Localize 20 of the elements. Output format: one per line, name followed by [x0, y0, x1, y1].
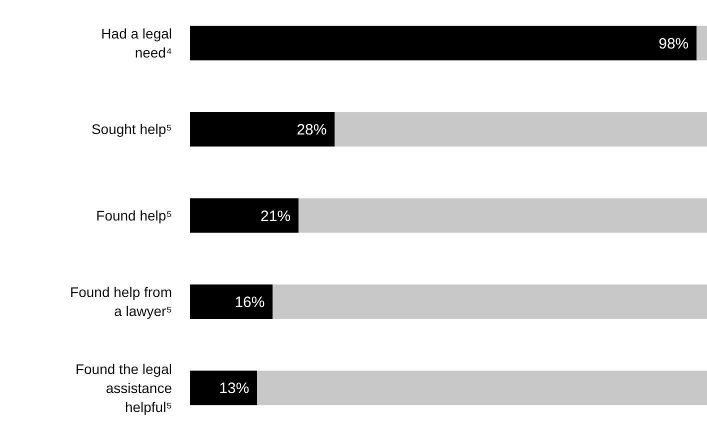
y-tick-label: Found help⁵ [96, 207, 172, 224]
bar [334, 112, 707, 147]
bar [298, 198, 707, 233]
data-label: 16% [234, 294, 265, 311]
y-tick-label: Had a legal need⁴ [101, 26, 172, 60]
bar [190, 370, 258, 406]
bar [190, 284, 273, 319]
bar [696, 26, 707, 60]
data-label: 21% [260, 208, 291, 225]
bar [190, 26, 697, 60]
y-tick-label: Found the legal assistance helpful⁵ [75, 360, 172, 415]
bar [257, 370, 707, 406]
data-label: 28% [296, 122, 327, 139]
data-label: 13% [219, 380, 250, 398]
y-tick-label: Found help from a lawyer⁵ [70, 284, 172, 320]
bar [272, 284, 707, 319]
data-label: 98% [658, 35, 689, 52]
bar [190, 198, 299, 233]
y-tick-label: Sought help⁵ [91, 121, 172, 138]
bar [190, 112, 335, 147]
